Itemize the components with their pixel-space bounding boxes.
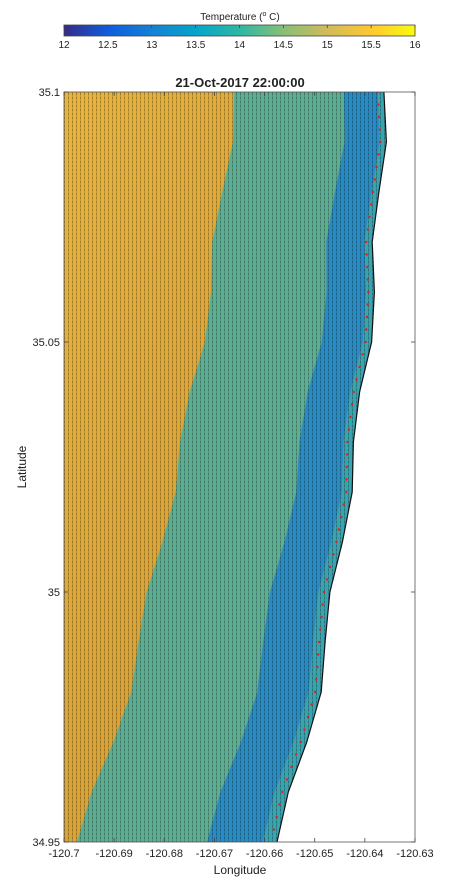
- shoreline-marker: [320, 615, 323, 619]
- x-axis-label: Longitude: [214, 863, 267, 877]
- shoreline-marker: [345, 490, 348, 494]
- y-tick-label: 35.05: [32, 337, 60, 349]
- shoreline-marker: [373, 178, 376, 181]
- shoreline-marker: [294, 753, 298, 756]
- shoreline-marker: [364, 340, 367, 344]
- shoreline-marker: [290, 765, 293, 769]
- y-tick-label: 35: [48, 587, 60, 599]
- colorbar-ticks: 12 12.5 13 13.5 14 14.5 15 15.5 16: [58, 25, 421, 51]
- shoreline-marker: [328, 565, 332, 569]
- shoreline-marker: [306, 715, 310, 719]
- colorbar-tick-label: 15.5: [361, 40, 381, 51]
- colorbar-tick-label: 13: [146, 40, 158, 51]
- colorbar-tick-label: 15: [322, 40, 334, 51]
- y-tick-label: 34.95: [32, 837, 60, 849]
- shoreline-marker: [275, 815, 278, 819]
- shoreline-marker: [285, 778, 289, 781]
- x-tick-label: -120.67: [196, 848, 233, 860]
- shoreline-marker: [322, 590, 326, 594]
- colorbar-tick-label: 14.5: [274, 40, 294, 51]
- x-axis-ticks: -120.7 -120.69 -120.68 -120.67 -120.66 -120.6…: [48, 92, 434, 860]
- shoreline-marker: [272, 828, 275, 831]
- plot-frame: [63, 91, 416, 843]
- shoreline-marker: [367, 290, 370, 294]
- shoreline-marker: [366, 265, 369, 269]
- y-axis-label: Latitude: [15, 445, 29, 488]
- shoreline-marker: [347, 428, 351, 431]
- shoreline-marker: [366, 278, 369, 281]
- y-tick-label: 35.1: [39, 87, 60, 99]
- shoreline-marker: [314, 690, 317, 694]
- shoreline-marker: [352, 390, 355, 394]
- shoreline-marker: [345, 478, 348, 481]
- shoreline-marker: [375, 165, 378, 169]
- shoreline-marker: [303, 728, 306, 731]
- x-tick-label: -120.68: [146, 848, 183, 860]
- shoreline-marker: [365, 240, 368, 244]
- shoreline-marker: [316, 665, 319, 669]
- shoreline-marker: [345, 453, 349, 456]
- shoreline-marker: [355, 378, 358, 381]
- shoreline-marker: [366, 228, 370, 231]
- shoreline-marker: [310, 703, 313, 706]
- shoreline-marker: [377, 115, 381, 119]
- colorbar-tick-label: 13.5: [186, 40, 206, 51]
- x-tick-label: -120.63: [396, 848, 433, 860]
- shoreline-marker: [365, 328, 368, 331]
- chart-title: 21-Oct-2017 22:00:00: [175, 75, 304, 90]
- shoreline-marker: [317, 653, 320, 656]
- shoreline-marker: [377, 103, 380, 106]
- shoreline-marker: [325, 578, 329, 581]
- colorbar-tick-label: 12.5: [98, 40, 118, 51]
- shoreline-marker: [337, 528, 340, 531]
- shoreline-marker: [321, 603, 324, 606]
- shoreline-marker: [365, 253, 368, 256]
- coastline: [276, 92, 388, 842]
- shoreline-marker: [365, 315, 369, 319]
- shoreline-marker: [332, 553, 335, 556]
- shoreline-marker: [346, 440, 349, 444]
- x-tick-label: -120.7: [48, 848, 79, 860]
- shoreline-marker: [317, 640, 321, 644]
- colorbar-tick-label: 12: [58, 40, 70, 51]
- shoreline-marker: [350, 403, 354, 406]
- colorbar-label: Temperature (o C): [200, 11, 280, 23]
- plot-area: [64, 92, 415, 842]
- colorbar-tick-label: 16: [409, 40, 421, 51]
- x-tick-label: -120.65: [296, 848, 333, 860]
- shoreline-marker: [340, 515, 343, 519]
- current-vectors: [64, 92, 387, 842]
- shoreline-marker: [366, 303, 369, 306]
- shoreline-marker: [358, 365, 361, 369]
- shoreline-marker: [319, 628, 322, 631]
- shoreline-marker: [368, 215, 371, 219]
- shoreline-marker: [361, 353, 364, 356]
- shoreline-marker: [371, 190, 375, 194]
- shoreline-marker: [299, 740, 302, 744]
- shoreline-marker: [370, 203, 373, 206]
- shoreline-marker: [379, 140, 382, 144]
- y-axis-ticks: 34.95 35 35.05 35.1: [32, 87, 415, 849]
- shoreline-marker: [278, 803, 281, 806]
- x-tick-label: -120.64: [346, 848, 383, 860]
- x-tick-label: -120.69: [95, 848, 132, 860]
- shoreline-marker: [281, 790, 284, 794]
- shoreline-marker: [342, 503, 345, 506]
- shoreline-marker: [315, 678, 318, 681]
- shoreline-marker: [345, 465, 348, 469]
- colorbar-tick-label: 14: [234, 40, 246, 51]
- shoreline-marker: [349, 415, 352, 419]
- shoreline-marker: [378, 128, 381, 131]
- x-tick-label: -120.66: [246, 848, 283, 860]
- shoreline-marker: [377, 153, 380, 156]
- shoreline-marker: [335, 540, 338, 544]
